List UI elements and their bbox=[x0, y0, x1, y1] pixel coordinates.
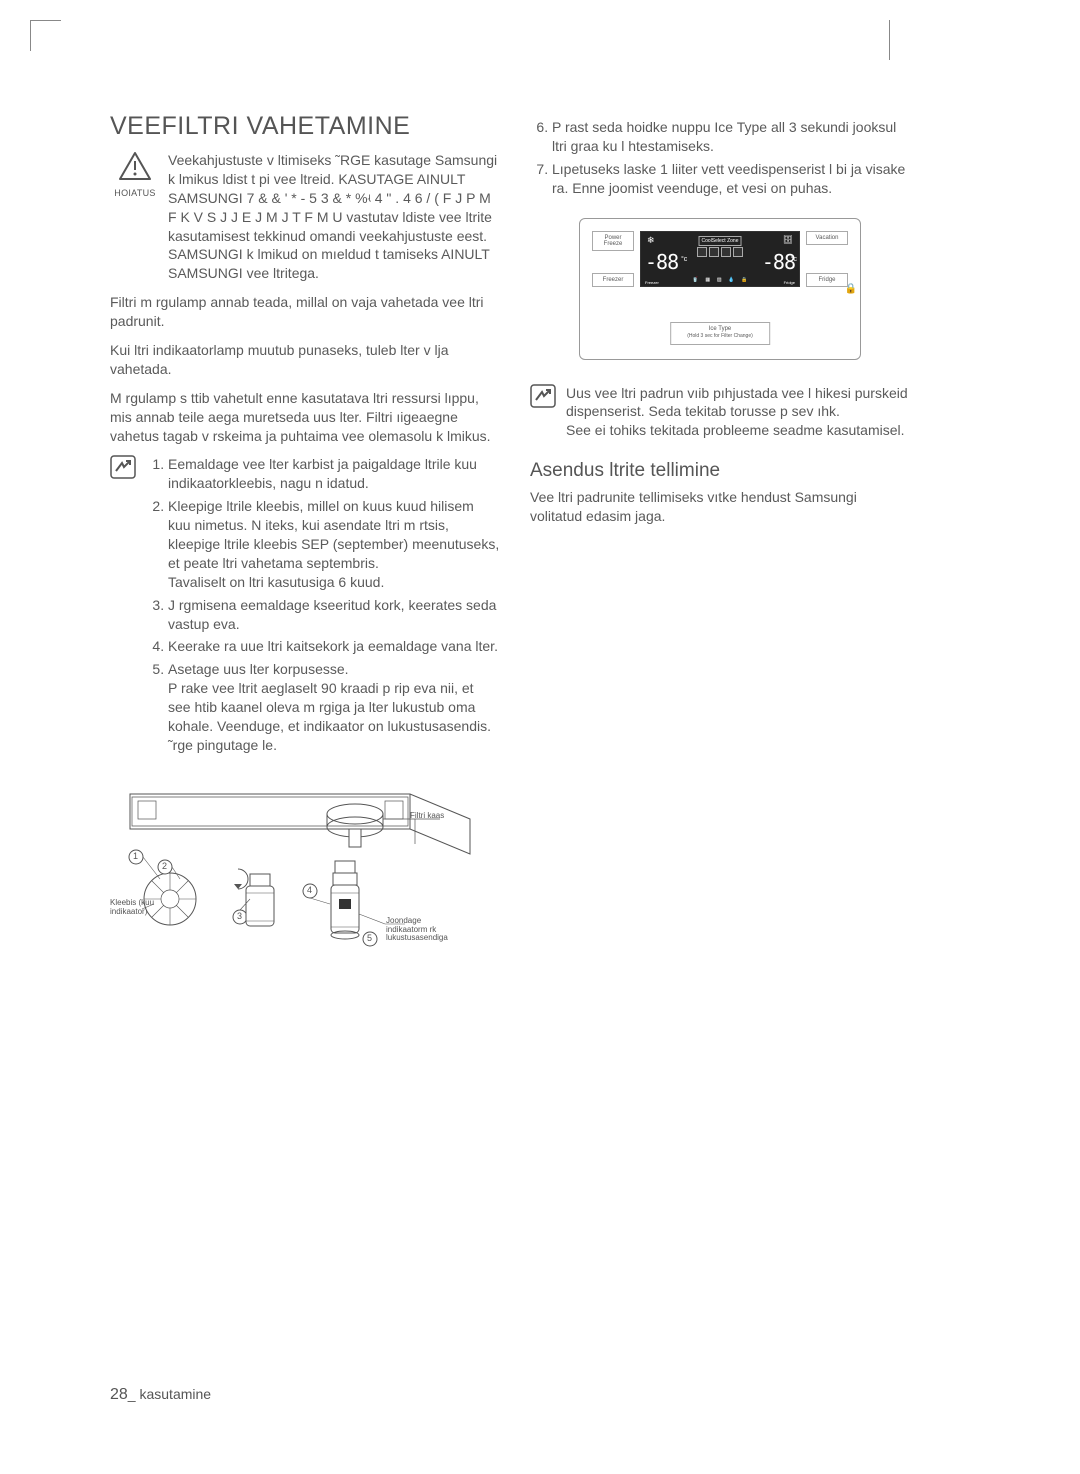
left-column: VEEFILTRI VAHETAMINE HOIATUS Veekahjustu… bbox=[110, 90, 500, 979]
list-item: Kleepige ltrile kleebis, millel on kuus … bbox=[168, 497, 500, 591]
diagram-num: 2 bbox=[162, 862, 167, 872]
diagram-label: Kleebis (kuu indikaator) bbox=[110, 899, 154, 917]
panel-btn: Vacation bbox=[806, 231, 848, 245]
cup-icon: 🥤 bbox=[692, 277, 698, 283]
diagram-num: 4 bbox=[307, 886, 312, 896]
body-text: Kui ltri indikaatorlamp muutub punaseks,… bbox=[110, 341, 500, 379]
mini-icon bbox=[697, 247, 707, 257]
list-item: Keerake ra uue ltri kaitsekork ja eemald… bbox=[168, 637, 500, 656]
panel-label: CoolSelect Zone bbox=[702, 238, 739, 244]
mini-icon bbox=[721, 247, 731, 257]
list-item: P rast seda hoidke nuppu Ice Type all 3 … bbox=[552, 118, 910, 156]
filter-diagram: Filtri kaas Kleebis (kuu indikaator) Joo… bbox=[110, 779, 500, 979]
steps-list-right: P rast seda hoidke nuppu Ice Type all 3 … bbox=[530, 118, 910, 198]
panel-btn: Power Freeze bbox=[592, 231, 634, 251]
warning-label: HOIATUS bbox=[114, 188, 155, 198]
list-item: Asetage uus lter korpusesse. P rake vee … bbox=[168, 660, 500, 754]
body-text: Vee ltri padrunite tellimiseks vıtke hen… bbox=[530, 488, 910, 526]
warning-text: Veekahjustuste v ltimiseks ˜RGE kasutage… bbox=[168, 151, 500, 283]
body-text: Filtri m rgulamp annab teada, millal on … bbox=[110, 293, 500, 331]
diagram-label: Joondage indikaatorm rk lukustusasendiga bbox=[386, 917, 448, 943]
note-icon bbox=[530, 384, 556, 413]
section-title: VEEFILTRI VAHETAMINE bbox=[110, 112, 500, 141]
cube-icon: ▦ bbox=[705, 277, 710, 283]
note-block: Uus vee ltri padrun vıib pıhjustada vee … bbox=[530, 384, 910, 441]
subheading: Asendus ltrite tellimine bbox=[530, 460, 910, 482]
deg-label: °c bbox=[681, 256, 687, 263]
mini-icon bbox=[709, 247, 719, 257]
snowflake-icon: ❄ bbox=[647, 235, 655, 246]
right-column: P rast seda hoidke nuppu Ice Type all 3 … bbox=[530, 90, 910, 979]
diagram-num: 1 bbox=[133, 852, 138, 862]
warning-icon bbox=[118, 151, 152, 186]
deg-label: °c bbox=[791, 256, 797, 263]
lock-icon: 🔒 bbox=[845, 283, 857, 294]
panel-label: Fridge bbox=[784, 280, 795, 285]
note-icon bbox=[110, 455, 136, 484]
lock-icon: 🔒 bbox=[741, 277, 747, 283]
warning-block: HOIATUS Veekahjustuste v ltimiseks ˜RGE … bbox=[110, 151, 500, 283]
icon-row: 🥤 ▦ ▨ 💧 🔒 bbox=[689, 277, 751, 283]
page-num-value: 28 bbox=[110, 1386, 128, 1403]
panel-btn: Fridge bbox=[806, 273, 848, 287]
diagram-label: Filtri kaas bbox=[410, 812, 444, 821]
panel-btn: Freezer bbox=[592, 273, 634, 287]
crop-mark bbox=[889, 20, 890, 60]
panel-label: (Hold 3 sec for Filter Change) bbox=[687, 333, 753, 339]
ice-type-button: Ice Type (Hold 3 sec for Filter Change) bbox=[670, 322, 770, 344]
panel-label: Ice Type bbox=[709, 326, 732, 332]
fridge-icon: 🗄 bbox=[783, 235, 793, 244]
control-panel-diagram: Power Freeze Freezer ❄ 🗄 CoolSelect Zone bbox=[579, 218, 861, 360]
page-content: VEEFILTRI VAHETAMINE HOIATUS Veekahjustu… bbox=[110, 90, 910, 979]
list-item: J rgmisena eemaldage kseeritud kork, kee… bbox=[168, 596, 500, 634]
list-item: Lıpetuseks laske 1 liiter vett veedispen… bbox=[552, 160, 910, 198]
mini-icon bbox=[733, 247, 743, 257]
note-text: Uus vee ltri padrun vıib pıhjustada vee … bbox=[566, 384, 910, 441]
note-block: Eemaldage vee lter karbist ja paigaldage… bbox=[110, 455, 500, 758]
coolselect-box: CoolSelect Zone bbox=[699, 236, 742, 246]
panel-display: ❄ 🗄 CoolSelect Zone -88 °c bbox=[640, 231, 800, 287]
list-item: Eemaldage vee lter karbist ja paigaldage… bbox=[168, 455, 500, 493]
panel-label: Freezer bbox=[645, 280, 659, 285]
seg-display: -88 bbox=[645, 250, 678, 274]
body-text: M rgulamp s ttib vahetult enne kasutatav… bbox=[110, 389, 500, 446]
crop-mark bbox=[30, 20, 61, 51]
page-number: 28_ kasutamine bbox=[110, 1386, 211, 1404]
drop-icon: 💧 bbox=[728, 277, 734, 283]
diagram-num: 3 bbox=[237, 912, 242, 922]
page-num-label: kasutamine bbox=[139, 1386, 211, 1402]
diagram-num: 5 bbox=[367, 934, 372, 944]
crushed-icon: ▨ bbox=[717, 277, 722, 283]
steps-list: Eemaldage vee lter karbist ja paigaldage… bbox=[146, 455, 500, 758]
